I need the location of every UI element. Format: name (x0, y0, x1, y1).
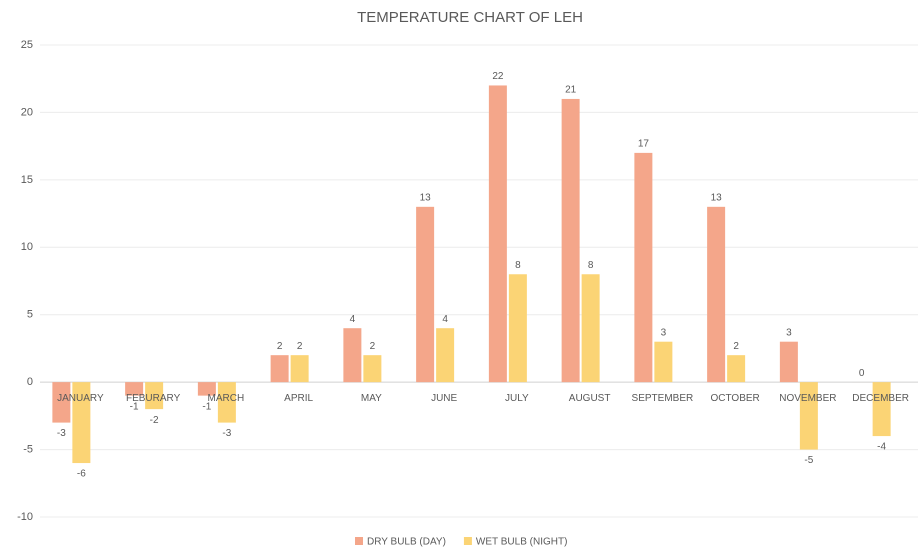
value-label: -5 (804, 455, 813, 466)
value-label: 3 (786, 327, 792, 338)
bar (363, 355, 381, 382)
legend-label: WET BULB (NIGHT) (476, 537, 567, 548)
value-label: 2 (277, 341, 283, 352)
legend-label: DRY BULB (DAY) (367, 537, 446, 548)
x-tick-label: OCTOBER (710, 393, 759, 404)
x-tick-label: SEPTEMBER (632, 393, 694, 404)
legend-swatch (355, 537, 363, 545)
chart: TEMPERATURE CHART OF LEH -10-50510152025… (0, 0, 922, 551)
x-tick-label: JANUARY (57, 393, 104, 404)
value-label: 17 (638, 139, 650, 150)
x-tick-label: DECEMBER (852, 393, 909, 404)
value-label: 22 (492, 71, 504, 82)
bar (291, 355, 309, 382)
bar (509, 274, 527, 382)
chart-title: TEMPERATURE CHART OF LEH (357, 9, 583, 26)
value-label: 8 (515, 260, 521, 271)
value-label: 13 (711, 192, 723, 203)
value-label: 2 (370, 341, 376, 352)
bar (634, 153, 652, 382)
y-tick-label: 15 (21, 174, 33, 186)
x-tick-label: MARCH (208, 393, 245, 404)
bar (727, 355, 745, 382)
value-label: 8 (588, 260, 594, 271)
x-tick-label: NOVEMBER (779, 393, 836, 404)
value-label: 4 (442, 314, 448, 325)
value-label: -6 (77, 469, 86, 480)
bar (489, 85, 507, 382)
x-tick-label: APRIL (284, 393, 313, 404)
value-label: 3 (661, 327, 667, 338)
legend-swatch (464, 537, 472, 545)
value-label: 2 (297, 341, 303, 352)
value-label: 21 (565, 85, 577, 96)
x-tick-label: AUGUST (569, 393, 611, 404)
value-label: -2 (150, 415, 159, 426)
x-tick-label: FEBURARY (126, 393, 181, 404)
y-tick-label: -10 (17, 511, 33, 523)
y-tick-label: 0 (27, 376, 33, 388)
bar (582, 274, 600, 382)
value-label: 0 (859, 368, 865, 379)
x-tick-label: JULY (505, 393, 529, 404)
y-tick-label: 20 (21, 106, 33, 118)
value-label: 4 (350, 314, 356, 325)
bar (873, 382, 891, 436)
x-tick-label: JUNE (431, 393, 457, 404)
bar (707, 207, 725, 382)
value-label: 13 (420, 192, 432, 203)
y-tick-label: 5 (27, 309, 33, 321)
value-label: -3 (222, 428, 231, 439)
y-tick-label: 25 (21, 39, 33, 51)
x-tick-label: MAY (361, 393, 382, 404)
bar (343, 328, 361, 382)
bar (436, 328, 454, 382)
value-label: 2 (733, 341, 739, 352)
bar (271, 355, 289, 382)
bar (654, 342, 672, 382)
bar (780, 342, 798, 382)
bar (416, 207, 434, 382)
y-tick-label: 10 (21, 241, 33, 253)
value-label: -4 (877, 442, 886, 453)
value-label: -3 (57, 428, 66, 439)
y-tick-label: -5 (23, 443, 33, 455)
bar (562, 99, 580, 382)
